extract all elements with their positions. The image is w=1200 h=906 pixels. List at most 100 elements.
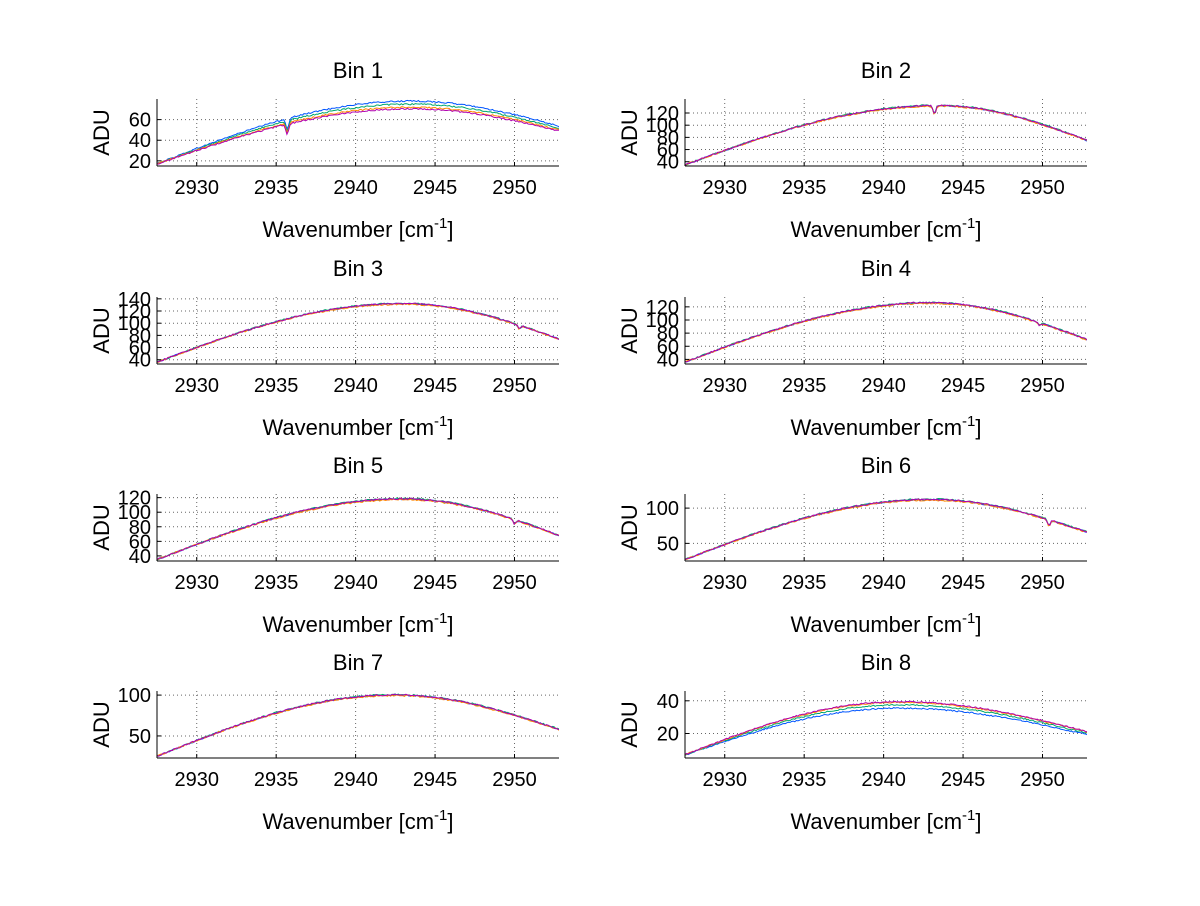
x-tick-label: 2935 — [254, 769, 299, 791]
y-axis-label: ADU — [617, 701, 642, 747]
y-axis-label: ADU — [89, 504, 114, 550]
x-tick-label: 2940 — [861, 177, 906, 199]
series-group — [685, 497, 1087, 560]
y-tick-label: 20 — [657, 723, 679, 745]
series-line-4 — [157, 107, 559, 165]
y-tick-label: 40 — [657, 691, 679, 713]
y-tick-label: 120 — [118, 488, 151, 510]
series-line-3 — [157, 694, 559, 757]
plot-area — [685, 494, 1087, 561]
y-tick-label: 140 — [118, 289, 151, 311]
series-line-4 — [685, 301, 1087, 363]
series-group — [157, 302, 559, 363]
series-line-4 — [157, 497, 559, 561]
series-line-2 — [685, 703, 1087, 756]
y-tick-label: 60 — [657, 140, 679, 162]
series-group — [157, 497, 559, 561]
subplot-title: Bin 6 — [861, 453, 911, 478]
y-axis-label: ADU — [89, 109, 114, 155]
x-tick-label: 2945 — [413, 769, 458, 791]
y-tick-label: 40 — [129, 546, 151, 568]
series-line-4 — [685, 104, 1087, 166]
plot-area — [157, 99, 559, 166]
y-tick-label: 20 — [129, 151, 151, 173]
y-tick-label: 60 — [657, 336, 679, 358]
subplot-title: Bin 8 — [861, 650, 911, 675]
subplot-title: Bin 4 — [861, 256, 911, 281]
plot-area — [685, 297, 1087, 364]
x-tick-label: 2940 — [333, 572, 378, 594]
x-axis-label: Wavenumber [cm-1] — [790, 610, 981, 637]
x-tick-label: 2945 — [941, 375, 986, 397]
x-tick-label: 2945 — [413, 375, 458, 397]
y-tick-label: 100 — [646, 115, 679, 137]
series-line-4 — [157, 693, 559, 757]
x-axis-label: Wavenumber [cm-1] — [790, 807, 981, 834]
x-tick-label: 2940 — [861, 375, 906, 397]
y-tick-label: 120 — [118, 301, 151, 323]
x-tick-label: 2930 — [702, 572, 747, 594]
subplot-title: Bin 1 — [333, 58, 383, 83]
x-tick-label: 2935 — [782, 177, 827, 199]
y-tick-label: 50 — [657, 533, 679, 555]
y-tick-label: 40 — [129, 130, 151, 152]
series-line-4 — [685, 700, 1087, 756]
y-tick-label: 120 — [646, 103, 679, 125]
series-line-1 — [157, 99, 559, 164]
x-tick-label: 2945 — [941, 769, 986, 791]
y-tick-label: 60 — [129, 338, 151, 360]
x-tick-label: 2940 — [333, 375, 378, 397]
y-axis-label: ADU — [617, 504, 642, 550]
x-tick-label: 2935 — [782, 769, 827, 791]
series-line-4 — [685, 498, 1087, 560]
series-group — [685, 104, 1087, 166]
x-tick-label: 2950 — [492, 572, 537, 594]
y-tick-label: 100 — [646, 310, 679, 332]
y-tick-label: 80 — [129, 517, 151, 539]
x-tick-label: 2940 — [861, 572, 906, 594]
subplot-title: Bin 3 — [333, 256, 383, 281]
y-axis-label: ADU — [617, 307, 642, 353]
plot-area — [157, 297, 559, 364]
plot-area — [157, 494, 559, 561]
series-line-4 — [157, 302, 559, 363]
x-axis-label: Wavenumber [cm-1] — [262, 807, 453, 834]
y-tick-label: 50 — [129, 726, 151, 748]
x-axis-label: Wavenumber [cm-1] — [790, 215, 981, 242]
x-tick-label: 2950 — [492, 375, 537, 397]
x-tick-label: 2950 — [1020, 375, 1065, 397]
x-axis-label: Wavenumber [cm-1] — [262, 215, 453, 242]
x-tick-label: 2930 — [174, 375, 219, 397]
x-tick-label: 2940 — [861, 769, 906, 791]
x-axis-label: Wavenumber [cm-1] — [262, 413, 453, 440]
x-tick-label: 2950 — [1020, 769, 1065, 791]
y-tick-label: 60 — [129, 531, 151, 553]
x-tick-label: 2940 — [333, 177, 378, 199]
x-axis-label: Wavenumber [cm-1] — [790, 413, 981, 440]
plot-area — [157, 691, 559, 758]
subplot-bin-7: 2930 2935 2940 2945 2950 50 100 Bin 7 Wavenumber… — [89, 650, 559, 834]
series-group — [685, 700, 1087, 756]
y-tick-label: 40 — [129, 350, 151, 372]
x-tick-label: 2950 — [1020, 572, 1065, 594]
x-tick-label: 2930 — [174, 769, 219, 791]
y-axis-label: ADU — [617, 109, 642, 155]
x-tick-label: 2935 — [254, 177, 299, 199]
x-tick-label: 2950 — [492, 177, 537, 199]
x-tick-label: 2945 — [941, 572, 986, 594]
x-tick-label: 2950 — [492, 769, 537, 791]
y-tick-label: 100 — [118, 313, 151, 335]
y-axis-label: ADU — [89, 307, 114, 353]
series-group — [157, 99, 559, 165]
y-tick-label: 100 — [646, 498, 679, 520]
subplot-bin-8: 2930 2935 2940 2945 2950 20 40 Bin 8 Wavenumber … — [617, 650, 1087, 834]
y-tick-label: 40 — [657, 152, 679, 174]
x-tick-label: 2945 — [413, 572, 458, 594]
